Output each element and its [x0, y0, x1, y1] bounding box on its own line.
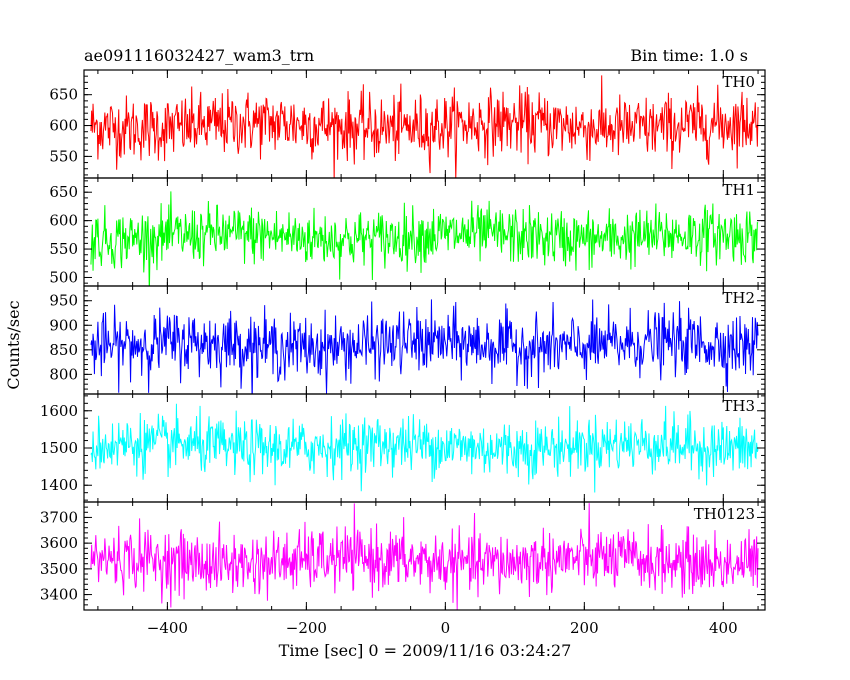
series-line-th0: [90, 75, 759, 178]
y-tick-label: 850: [49, 341, 78, 359]
panel-frame: [83, 501, 766, 611]
y-tick-label: 3400: [40, 586, 78, 604]
panel-th2: 800 850 900 950 TH2: [49, 285, 766, 395]
y-tick-label: 600: [49, 117, 78, 135]
y-tick-label: 650: [49, 183, 78, 201]
y-tick-label: 1500: [40, 439, 78, 457]
panel-th1: 500 550 600 650 TH1: [49, 177, 766, 287]
y-tick-label: 800: [49, 365, 78, 383]
x-axis-tick-labels: −400 −200 0 200 400: [147, 619, 738, 637]
series-line-th1: [90, 191, 759, 286]
y-tick-label: 650: [49, 86, 78, 104]
y-tick-label: 900: [49, 316, 78, 334]
series-line-th2: [90, 299, 759, 394]
panel-stack: 550 600 650 TH0 500 550 600 650 TH1 800 850 900 950 T…: [40, 69, 766, 611]
bin-time-label: Bin time: 1.0 s: [630, 46, 748, 65]
y-axis-label: Counts/sec: [4, 300, 23, 389]
y-tick-label: 550: [49, 240, 78, 258]
series-line-th3: [90, 403, 759, 493]
panel-th0123: 3400 3500 3600 3700 TH0123: [40, 501, 766, 611]
y-tick-label: 3700: [40, 508, 78, 526]
y-tick-label: 3600: [40, 534, 78, 552]
series-label-th1: TH1: [722, 181, 755, 199]
panel-th3: 1400 1500 1600 TH3: [40, 393, 766, 503]
x-tick-label: 200: [570, 619, 599, 637]
series-label-th3: TH3: [722, 397, 755, 415]
x-tick-label: 400: [709, 619, 738, 637]
series-label-th0123: TH0123: [694, 505, 755, 523]
y-tick-label: 1600: [40, 402, 78, 420]
x-tick-label: 0: [441, 619, 451, 637]
y-tick-label: 1400: [40, 476, 78, 494]
y-tick-label: 950: [49, 292, 78, 310]
y-tick-label: 3500: [40, 560, 78, 578]
series-label-th0: TH0: [722, 73, 755, 91]
x-axis-label: Time [sec] 0 = 2009/11/16 03:24:27: [279, 641, 572, 660]
y-tick-label: 500: [49, 268, 78, 286]
series-line-th0123: [90, 503, 759, 610]
chart-title: ae091116032427_wam3_trn: [84, 46, 314, 65]
x-tick-label: −200: [286, 619, 327, 637]
y-tick-label: 600: [49, 212, 78, 230]
series-label-th2: TH2: [722, 289, 755, 307]
y-tick-label: 550: [49, 147, 78, 165]
x-tick-label: −400: [147, 619, 188, 637]
panel-th0: 550 600 650 TH0: [49, 69, 766, 179]
